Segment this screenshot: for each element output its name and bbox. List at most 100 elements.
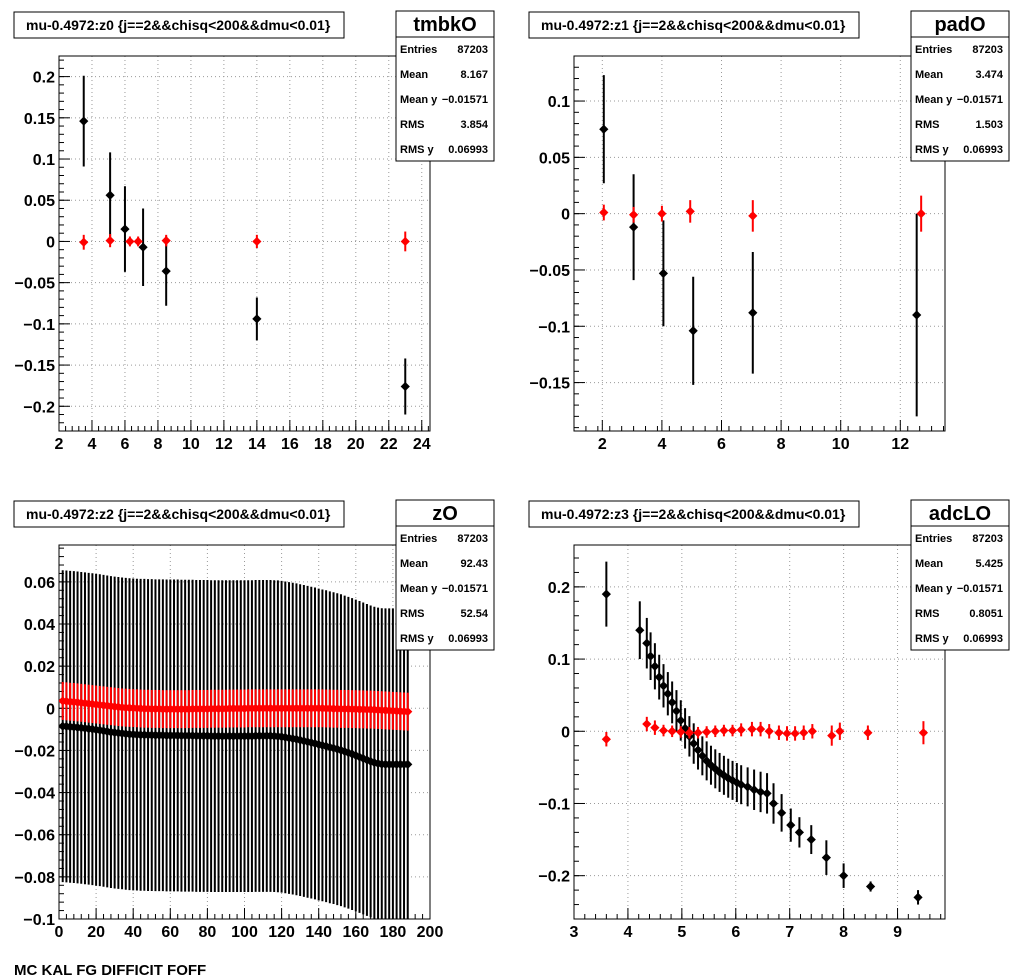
title-box — [528, 500, 860, 528]
data-point — [693, 745, 703, 755]
data-point — [790, 728, 800, 739]
stats-name: padO — [934, 14, 985, 36]
x-tick-label: 200 — [417, 924, 444, 941]
series-1 — [599, 75, 922, 417]
data-point — [79, 116, 89, 126]
data-point — [736, 725, 746, 735]
x-tick-label: 160 — [342, 924, 369, 941]
y-tick-label: 0.05 — [539, 150, 570, 167]
series-1 — [601, 561, 923, 905]
data-point — [693, 728, 703, 738]
data-point — [650, 661, 660, 671]
y-tick-label: −0.2 — [538, 869, 570, 886]
plot-frame — [58, 55, 431, 432]
x-tick-label: 3 — [570, 924, 579, 941]
data-point — [821, 853, 831, 863]
data-point — [806, 834, 816, 845]
title-box — [528, 11, 860, 39]
chart-title: mu-0.4972:z2 {j==2&&chisq<200&&dmu<0.01} — [26, 506, 331, 522]
stats-label: Entries — [400, 44, 437, 56]
stats-value: −0.01571 — [957, 583, 1003, 595]
data-point — [138, 242, 148, 252]
data-point — [702, 727, 712, 737]
stats-value: 5.425 — [975, 558, 1003, 570]
x-tick-label: 24 — [413, 436, 431, 453]
stats-value: 3.854 — [460, 119, 488, 131]
plot-area — [59, 56, 430, 431]
data-point — [645, 651, 656, 661]
data-point — [252, 236, 262, 247]
title-box — [13, 500, 345, 528]
stats-label: RMS — [915, 608, 939, 620]
data-point — [685, 206, 695, 217]
data-point — [667, 726, 677, 736]
y-tick-label: 0 — [46, 234, 55, 251]
stats-label: Mean — [915, 558, 943, 570]
stats-box — [395, 499, 495, 651]
stats-label: RMS — [915, 119, 939, 131]
x-tick-label: 8 — [777, 436, 786, 453]
data-point — [719, 770, 729, 780]
stats-box — [395, 10, 495, 162]
x-tick-label: 8 — [839, 924, 848, 941]
y-tick-label: −0.15 — [530, 376, 571, 393]
data-point — [658, 268, 668, 278]
data-point — [688, 326, 698, 336]
data-point — [748, 308, 758, 318]
data-point — [839, 871, 849, 881]
x-tick-label: 60 — [161, 924, 179, 941]
data-point — [671, 706, 682, 716]
x-tick-label: 2 — [598, 436, 607, 453]
data-point — [912, 310, 922, 320]
chart-title: mu-0.4972:z1 {j==2&&chisq<200&&dmu<0.01} — [541, 17, 846, 33]
x-tick-label: 16 — [281, 436, 299, 453]
chart-panel-4: 3 4 5 6 7 8 9 0.2 0.1 0 −0.1 −0.2 mu-0.4972:z3 {j==2… — [528, 499, 1010, 941]
data-point — [727, 725, 738, 736]
data-point — [79, 237, 89, 247]
x-tick-label: 20 — [87, 924, 105, 941]
x-tick-label: 5 — [677, 924, 686, 941]
plot-area — [574, 56, 945, 431]
x-tick-label: 18 — [314, 436, 332, 453]
stats-label: RMS y — [400, 144, 435, 156]
data-point — [774, 728, 784, 738]
data-point — [599, 124, 609, 134]
x-tick-label: 2 — [55, 436, 64, 453]
plot-frame — [573, 544, 946, 920]
stats-label: RMS — [400, 608, 424, 620]
data-point — [727, 775, 738, 785]
data-point — [650, 723, 660, 733]
y-tick-label: −0.08 — [15, 870, 56, 887]
y-tick-label: −0.15 — [15, 358, 56, 375]
data-point — [680, 723, 690, 733]
y-tick-label: 0.1 — [33, 152, 55, 169]
stats-value: 52.54 — [460, 608, 488, 620]
x-tick-label: 7 — [785, 924, 794, 941]
data-point — [676, 715, 686, 726]
stats-label: Mean — [400, 69, 428, 81]
data-point — [755, 724, 766, 734]
data-point — [736, 780, 746, 790]
data-point — [807, 726, 817, 736]
stats-label: Mean — [915, 69, 943, 81]
y-tick-label: 0 — [561, 724, 570, 741]
data-point — [400, 236, 410, 247]
data-point — [601, 734, 611, 744]
y-tick-label: 0.02 — [24, 659, 55, 676]
data-point — [628, 222, 639, 232]
y-tick-label: −0.02 — [15, 743, 56, 760]
stats-value: 0.8051 — [969, 608, 1003, 620]
data-point — [667, 697, 677, 707]
data-point — [749, 785, 759, 795]
data-point — [782, 728, 792, 739]
x-tick-label: 6 — [731, 924, 740, 941]
x-tick-label: 8 — [153, 436, 162, 453]
x-tick-label: 9 — [893, 924, 902, 941]
data-point — [743, 782, 753, 792]
x-tick-label: 12 — [891, 436, 909, 453]
chart-panel-1: 2 4 6 8 10 12 14 16 18 20 22 240.20.150.10.050−0.05… — [13, 10, 495, 453]
data-point — [658, 681, 669, 691]
y-tick-label: −0.1 — [538, 796, 570, 813]
y-tick-label: 0 — [561, 207, 570, 224]
x-tick-label: 120 — [268, 924, 295, 941]
